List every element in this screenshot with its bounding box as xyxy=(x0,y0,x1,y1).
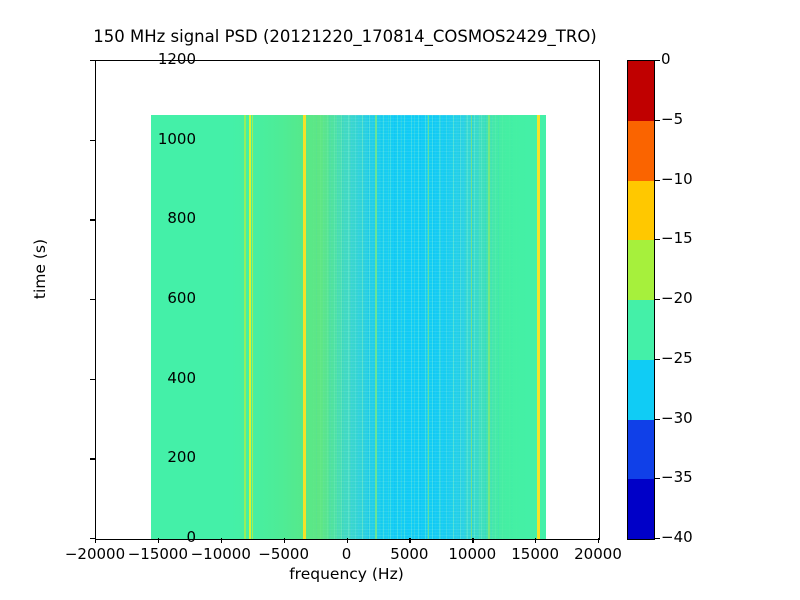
y-tick-label: 400 xyxy=(167,368,196,387)
spectral-line xyxy=(303,114,306,539)
colorbar-band xyxy=(628,61,654,121)
colorbar-tick-label: −5 xyxy=(661,109,684,128)
spectral-line xyxy=(470,114,473,539)
noise-texture-scanlines xyxy=(151,114,547,539)
spectral-line xyxy=(244,114,246,539)
spectrogram-noise-group xyxy=(151,114,547,539)
x-tick-mark xyxy=(95,538,97,543)
spectral-line xyxy=(375,114,377,539)
x-tick-mark xyxy=(283,538,285,543)
spectral-line xyxy=(251,114,254,539)
y-tick-label: 600 xyxy=(167,289,196,307)
plot-area xyxy=(96,61,599,539)
y-tick-label: 1200 xyxy=(157,50,196,68)
colorbar-tick-label: −10 xyxy=(661,169,693,188)
colorbar-band xyxy=(628,479,654,539)
noise-texture-fine xyxy=(151,114,547,539)
colorbar-tick-mark xyxy=(655,60,660,62)
chart-title: 150 MHz signal PSD (20121220_170814_COSM… xyxy=(93,27,597,46)
colorbar-tick-label: −15 xyxy=(661,229,693,248)
colorbar-tick-mark xyxy=(655,239,660,241)
colorbar-tick-label: 0 xyxy=(661,50,671,68)
x-tick-label: 20000 xyxy=(574,545,622,563)
y-tick-mark xyxy=(90,378,95,380)
noise-texture-coarse xyxy=(151,114,547,539)
colorbar-tick-label: −25 xyxy=(661,348,693,367)
y-tick-mark xyxy=(90,538,95,540)
y-tick-mark xyxy=(90,139,95,141)
spectral-line xyxy=(488,114,490,539)
x-tick-label: −5000 xyxy=(258,545,309,563)
spectrogram-base-colors xyxy=(151,114,547,539)
y-tick-mark xyxy=(90,219,95,221)
y-axis-label: time (s) xyxy=(31,238,49,300)
y-tick-label: 800 xyxy=(167,209,196,228)
plot-axes xyxy=(95,60,600,540)
y-tick-mark xyxy=(90,299,95,301)
x-tick-mark xyxy=(220,538,223,543)
y-tick-label: 200 xyxy=(167,448,196,467)
x-tick-label: −15000 xyxy=(127,545,189,563)
x-tick-label: 15000 xyxy=(511,545,559,563)
colorbar-band xyxy=(628,240,654,300)
colorbar-tick-mark xyxy=(655,358,660,360)
colorbar-tick-mark xyxy=(655,119,660,121)
colorbar-tick-mark xyxy=(655,538,660,540)
x-tick-mark xyxy=(535,538,537,543)
colorbar-band xyxy=(628,419,654,480)
colorbar-band xyxy=(628,180,654,241)
x-tick-mark xyxy=(346,538,348,543)
x-tick-label: 0 xyxy=(341,545,352,563)
spectral-line xyxy=(427,114,430,539)
colorbar-band xyxy=(628,300,654,360)
colorbar-tick-mark xyxy=(655,179,660,181)
x-tick-label: 10000 xyxy=(448,545,497,563)
x-tick-mark xyxy=(157,538,160,543)
x-tick-mark xyxy=(409,538,411,543)
colorbar-tick-label: −35 xyxy=(661,468,693,487)
x-tick-label: 5000 xyxy=(390,545,429,563)
y-tick-label: 0 xyxy=(186,528,196,546)
spectral-line xyxy=(537,114,540,539)
colorbar-tick-label: −30 xyxy=(661,408,693,427)
y-tick-mark xyxy=(90,60,95,62)
colorbar-tick-mark xyxy=(655,299,660,301)
x-tick-label: −20000 xyxy=(64,545,126,563)
colorbar-band xyxy=(628,120,654,181)
x-tick-mark xyxy=(472,538,474,543)
colorbar-tick-label: −40 xyxy=(661,528,693,546)
colorbar xyxy=(627,60,655,540)
colorbar-tick-label: −20 xyxy=(661,289,693,307)
x-tick-label: −10000 xyxy=(190,545,251,563)
x-axis-label: frequency (Hz) xyxy=(289,565,404,583)
spectrogram-image xyxy=(151,114,547,539)
y-tick-label: 1000 xyxy=(157,129,196,148)
spectral-line xyxy=(248,114,251,539)
y-tick-mark xyxy=(90,458,95,460)
x-tick-mark xyxy=(598,538,600,543)
colorbar-band xyxy=(628,359,654,420)
colorbar-tick-mark xyxy=(655,478,660,480)
colorbar-tick-mark xyxy=(655,418,660,420)
